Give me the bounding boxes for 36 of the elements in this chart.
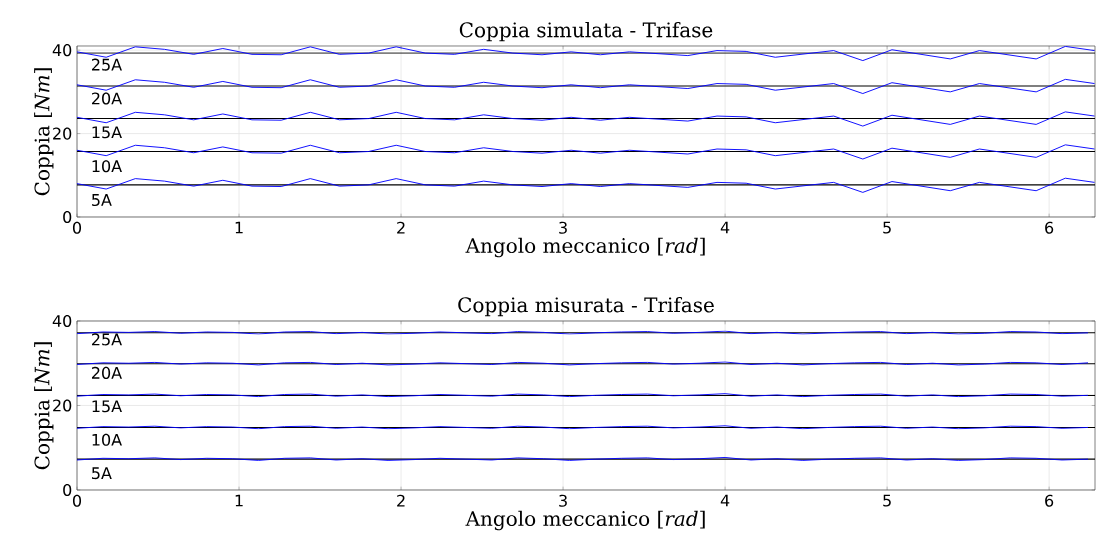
x-tick-label: 2 [397,494,405,507]
y-axis-title: Coppia [Nm] [34,342,54,470]
x-tick-label: 1 [235,494,243,507]
x-tick-label: 3 [559,494,567,507]
annotation: 20A [91,92,122,105]
annotation: 15A [92,126,122,139]
x-tick-label: 0 [72,494,82,507]
x-axis-title: Angolo meccanico [rad] [465,237,705,258]
y-tick-label: 40 [52,44,72,57]
y-tick-label: 0 [63,210,72,224]
annotation: 10A [92,160,122,173]
y-tick-label: 40 [52,314,72,328]
y-axis-title: Coppia [Nm] [34,68,54,196]
x-tick-label: 5 [883,221,891,234]
y-tick-label: 20 [53,127,72,140]
x-tick-label: 2 [397,221,405,234]
chart-title: Coppia simulata - Trifase [459,21,713,42]
x-tick-label: 6 [1045,494,1054,507]
annotation: 25A [91,58,122,71]
x-axis-title: Angolo meccanico [rad] [465,510,705,531]
annotation: 10A [92,433,122,446]
annotation: 15A [92,400,122,413]
x-tick-label: 1 [235,221,243,234]
x-tick-label: 0 [72,221,82,234]
y-tick-label: 0 [63,483,72,497]
y-tick-label: 20 [53,399,72,412]
x-tick-label: 4 [720,494,730,507]
annotation: 25A [91,333,122,346]
chart-title: Coppia misurata - Trifase [458,296,714,317]
x-tick-label: 6 [1045,221,1054,234]
annotation: 5A [92,194,112,207]
annotation: 5A [92,467,112,480]
x-tick-label: 3 [559,221,567,234]
x-tick-label: 5 [883,494,891,507]
x-tick-label: 4 [720,221,730,234]
annotation: 20A [91,366,122,379]
